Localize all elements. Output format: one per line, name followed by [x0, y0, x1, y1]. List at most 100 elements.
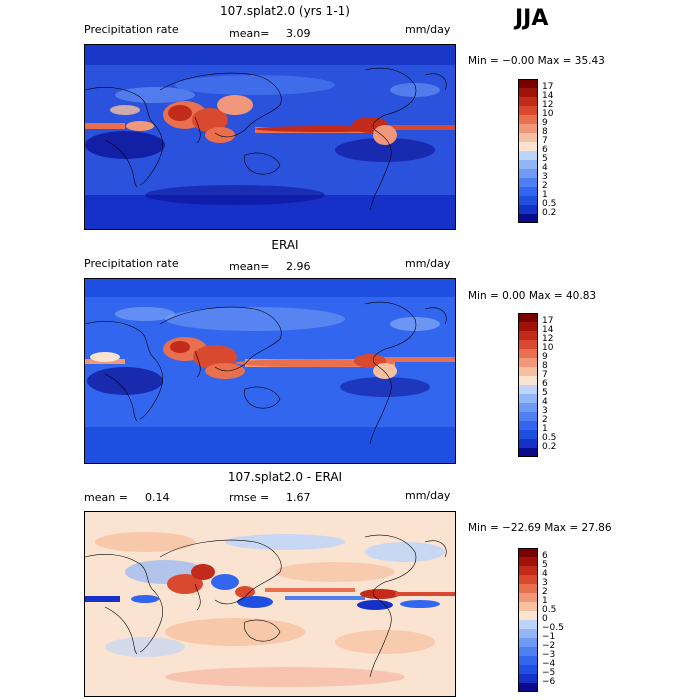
colorbar-cell: [518, 665, 538, 674]
colorbar-cell: [518, 349, 538, 358]
colorbar-cell: [518, 412, 538, 421]
colorbar-cell: [518, 358, 538, 367]
colorbar-cell: [518, 575, 538, 584]
colorbar-cell: [518, 403, 538, 412]
panel-2-minmax: Min = 0.00 Max = 40.83: [468, 290, 597, 302]
colorbar-tick-label: 0.5: [542, 433, 557, 443]
panel-2-variable-label: Precipitation rate: [84, 257, 179, 270]
colorbar-tick-label: 2: [542, 415, 548, 425]
panel-2-map-svg: [85, 279, 455, 463]
colorbar-tick-label: 6: [542, 379, 548, 389]
colorbar-cell: [518, 385, 538, 394]
colorbar-tick-label: 6: [542, 551, 548, 561]
colorbar-tick-label: −0.5: [542, 623, 564, 633]
colorbar-tick-label: 8: [542, 361, 548, 371]
colorbar-tick-label: 3: [542, 406, 548, 416]
colorbar-tick-label: −6: [542, 677, 556, 687]
colorbar-tick-label: 0: [542, 614, 548, 624]
panel-3-units: mm/day: [405, 489, 451, 502]
panel-1-title: 107.splat2.0 (yrs 1-1): [220, 4, 350, 18]
panel-3-map: [84, 511, 456, 697]
colorbar-tick-label: 5: [542, 154, 548, 164]
panel-3-mean-label: mean =: [84, 491, 128, 504]
panel-1-map: [84, 44, 456, 230]
colorbar-tick-label: 1: [542, 190, 548, 200]
colorbar-tick-label: 12: [542, 100, 554, 110]
colorbar-cell: [518, 196, 538, 205]
panel-1-minmax: Min = −0.00 Max = 35.43: [468, 55, 605, 67]
colorbar-cell: [518, 106, 538, 115]
colorbar-tick-label: 2: [542, 587, 548, 597]
colorbar-cell: [518, 421, 538, 430]
colorbar-tick-label: 2: [542, 181, 548, 191]
colorbar-tick-label: 1: [542, 424, 548, 434]
colorbar-cell: [518, 611, 538, 620]
colorbar-cell: [518, 566, 538, 575]
season-label: JJA: [515, 6, 549, 31]
panel-2-mean-label: mean=: [229, 260, 270, 273]
colorbar-tick-label: 17: [542, 82, 554, 92]
colorbar-cell: [518, 142, 538, 151]
colorbar-tick-label: −5: [542, 668, 556, 678]
colorbar-cell: [518, 674, 538, 683]
colorbar-tick-label: 5: [542, 388, 548, 398]
colorbar-cell: [518, 548, 538, 557]
colorbar-cell: [518, 214, 538, 223]
colorbar-tick-label: 4: [542, 569, 548, 579]
colorbar-cell: [518, 97, 538, 106]
colorbar-cell: [518, 160, 538, 169]
panel-3-map-svg: [85, 512, 455, 696]
colorbar-tick-label: 10: [542, 343, 554, 353]
colorbar-tick-label: 14: [542, 91, 554, 101]
colorbar-cell: [518, 331, 538, 340]
colorbar-cell: [518, 439, 538, 448]
colorbar-tick-label: −3: [542, 650, 556, 660]
colorbar-cell: [518, 602, 538, 611]
colorbar-tick-label: 5: [542, 560, 548, 570]
panel-3-minmax: Min = −22.69 Max = 27.86: [468, 522, 612, 534]
panel-2-map: [84, 278, 456, 464]
panel-1-map-svg: [85, 45, 455, 229]
colorbar-tick-label: 0.5: [542, 199, 557, 209]
colorbar-cell: [518, 187, 538, 196]
colorbar-tick-label: 1: [542, 596, 548, 606]
colorbar-tick-label: 10: [542, 109, 554, 119]
colorbar-tick-label: 4: [542, 397, 548, 407]
colorbar-cell: [518, 169, 538, 178]
colorbar-cell: [518, 151, 538, 160]
colorbar-cell: [518, 205, 538, 214]
panel-2-mean-value: 2.96: [286, 260, 311, 273]
colorbar-tick-label: 9: [542, 352, 548, 362]
colorbar-tick-label: 0.2: [542, 442, 557, 452]
colorbar-tick-label: 17: [542, 316, 554, 326]
colorbar-tick-label: 7: [542, 370, 548, 380]
colorbar-cell: [518, 557, 538, 566]
colorbar-tick-label: 14: [542, 325, 554, 335]
colorbar-cell: [518, 115, 538, 124]
panel-2-units: mm/day: [405, 257, 451, 270]
colorbar-cell: [518, 88, 538, 97]
colorbar-cell: [518, 394, 538, 403]
colorbar-tick-label: 6: [542, 145, 548, 155]
colorbar-tick-label: 12: [542, 334, 554, 344]
colorbar-tick-label: −4: [542, 659, 556, 669]
colorbar-cell: [518, 322, 538, 331]
colorbar-cell: [518, 448, 538, 457]
colorbar-tick-label: 8: [542, 127, 548, 137]
colorbar-cell: [518, 124, 538, 133]
colorbar-cell: [518, 683, 538, 692]
colorbar-cell: [518, 656, 538, 665]
colorbar-cell: [518, 584, 538, 593]
colorbar-cell: [518, 647, 538, 656]
colorbar-cell: [518, 340, 538, 349]
panel-1-mean-value: 3.09: [286, 27, 311, 40]
colorbar-tick-label: −1: [542, 632, 556, 642]
panel-2-title: ERAI: [271, 238, 299, 252]
colorbar-cell: [518, 79, 538, 88]
colorbar-cell: [518, 629, 538, 638]
colorbar-tick-label: −2: [542, 641, 556, 651]
colorbar-cell: [518, 367, 538, 376]
colorbar-cell: [518, 376, 538, 385]
colorbar-cell: [518, 593, 538, 602]
panel-1-variable-label: Precipitation rate: [84, 23, 179, 36]
